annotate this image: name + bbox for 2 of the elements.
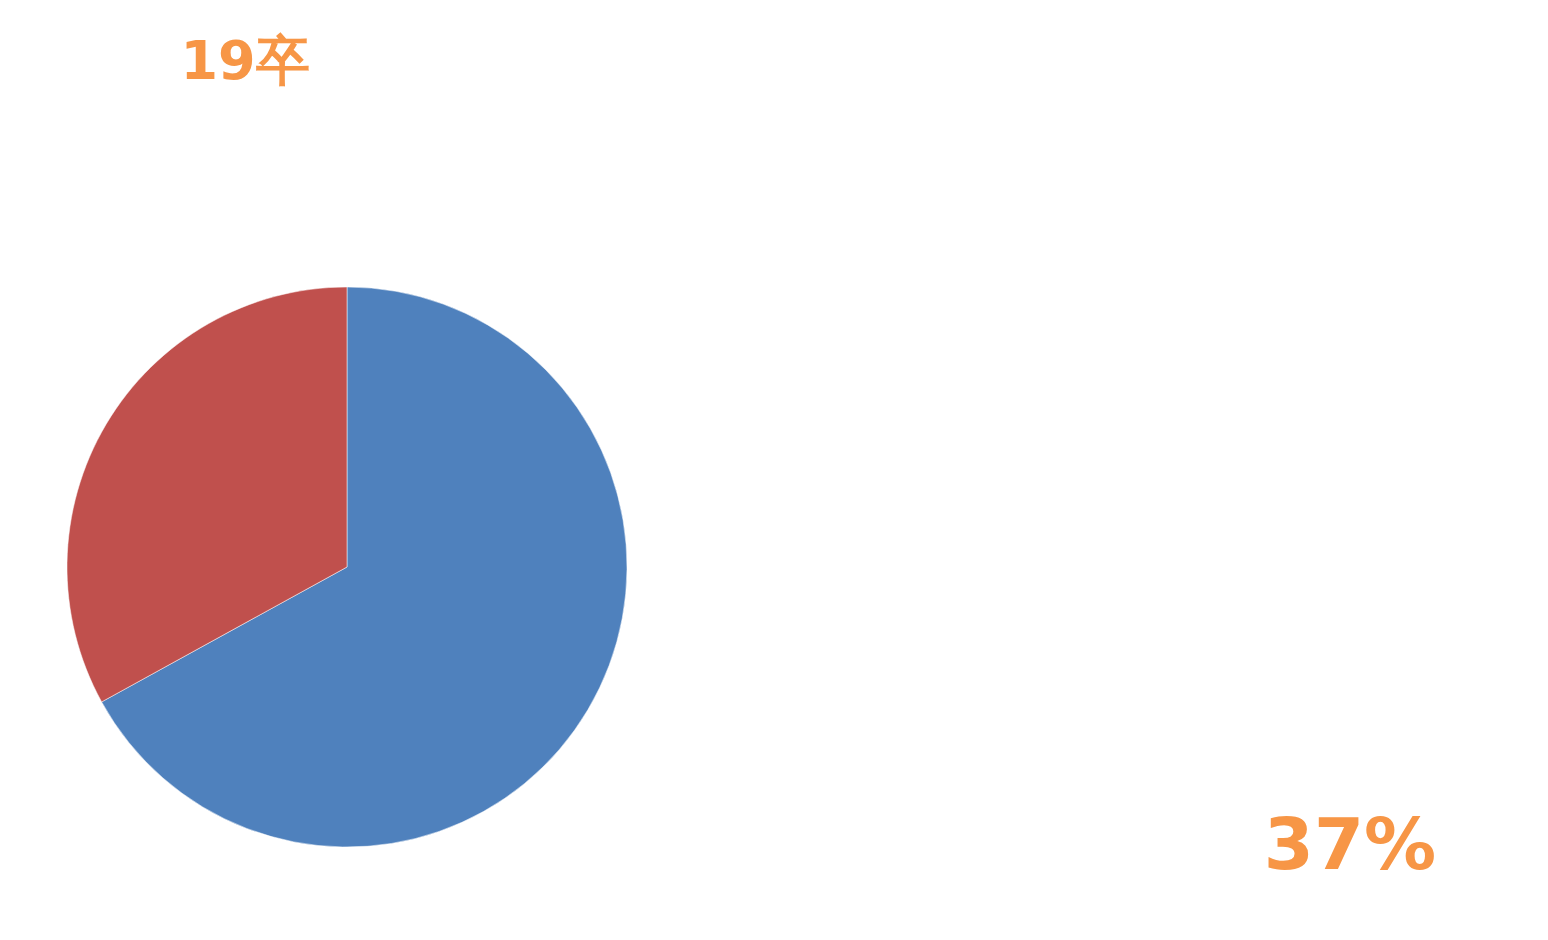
text: 37% xyxy=(1263,802,1437,886)
chart-title: 19卒 xyxy=(180,29,310,92)
